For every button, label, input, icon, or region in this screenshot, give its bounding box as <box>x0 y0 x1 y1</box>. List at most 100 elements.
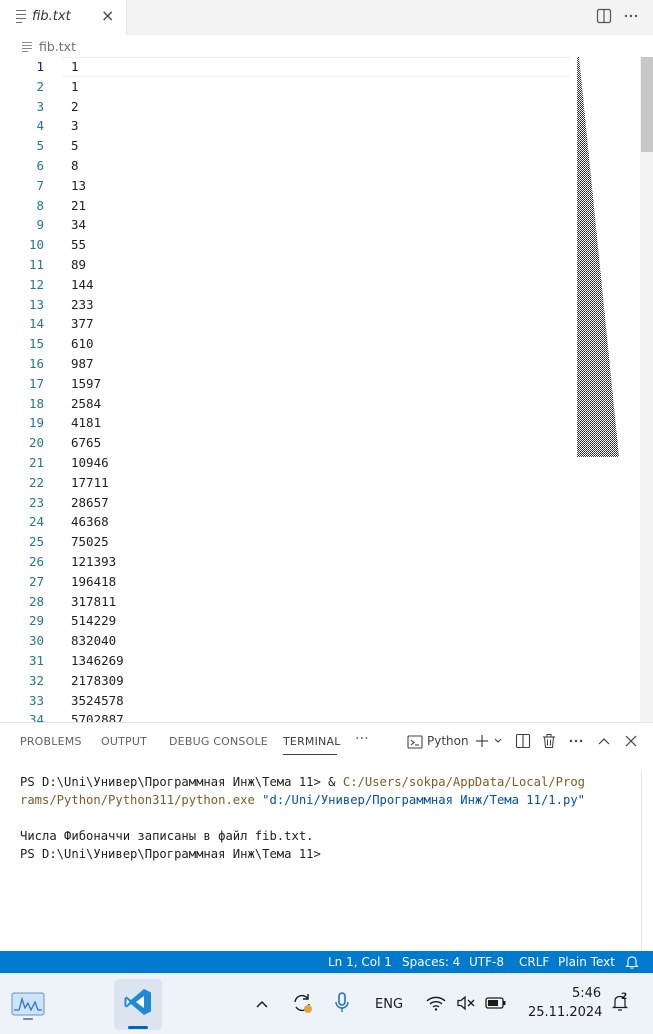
line-text[interactable]: 89 <box>71 257 87 272</box>
battery-icon[interactable] <box>485 996 507 1010</box>
sync-icon[interactable] <box>290 991 314 1015</box>
split-editor-icon[interactable] <box>596 8 612 24</box>
editor-line[interactable]: 18 2584 <box>0 394 570 414</box>
line-text[interactable]: 317811 <box>71 593 117 609</box>
line-text[interactable]: 144 <box>71 276 94 292</box>
line-text[interactable]: 46368 <box>71 514 109 530</box>
line-text[interactable]: 1346269 <box>71 653 124 668</box>
line-text[interactable]: 34 <box>71 217 87 233</box>
terminal-output[interactable]: PS D:\Uni\Универ\Программная Инж\Тема 11… <box>20 773 645 863</box>
line-text[interactable]: 21 <box>71 197 87 213</box>
editor-area[interactable]: 1 1 2 1 3 2 4 3 5 5 6 8 7 13 8 21 9 34 10 55 11 89 12 144 13 233 1… <box>0 57 640 722</box>
editor-line[interactable]: 12 144 <box>0 275 570 295</box>
editor-line[interactable]: 33 3524578 <box>0 691 570 711</box>
tab-output[interactable]: OUTPUT <box>101 735 148 748</box>
editor-line[interactable]: 19 4181 <box>0 413 570 433</box>
editor-line[interactable]: 32 2178309 <box>0 671 570 691</box>
encoding[interactable]: UTF-8 <box>469 955 504 969</box>
trash-icon[interactable] <box>541 733 557 749</box>
breadcrumb-filename[interactable]: fib.txt <box>39 39 76 54</box>
editor-line[interactable]: 14 377 <box>0 314 570 334</box>
language-mode[interactable]: Plain Text <box>558 955 615 969</box>
editor-line[interactable]: 7 13 <box>0 176 570 196</box>
chevron-up-icon[interactable] <box>254 996 270 1012</box>
line-text[interactable]: 3524578 <box>71 692 124 708</box>
terminal-scrollbar[interactable] <box>641 771 653 951</box>
line-text[interactable]: 5 <box>71 138 79 154</box>
editor-scrollbar[interactable] <box>640 57 653 722</box>
line-text[interactable]: 987 <box>71 356 94 371</box>
line-text[interactable]: 121393 <box>71 554 117 569</box>
line-text[interactable]: 28657 <box>71 494 109 510</box>
line-text[interactable]: 17711 <box>71 474 109 490</box>
more-actions-icon[interactable] <box>623 8 639 24</box>
editor-line[interactable]: 27 196418 <box>0 572 570 592</box>
line-text[interactable]: 377 <box>71 316 94 332</box>
microphone-icon[interactable] <box>333 992 351 1014</box>
line-text[interactable]: 3 <box>71 118 79 134</box>
line-text[interactable]: 6765 <box>71 435 102 451</box>
notifications-button[interactable]: 2 <box>612 992 630 1014</box>
editor-line[interactable]: 26 121393 <box>0 552 570 572</box>
editor-line[interactable]: 8 21 <box>0 196 570 216</box>
indentation[interactable]: Spaces: 4 <box>402 955 461 969</box>
chevron-down-icon[interactable] <box>494 737 502 745</box>
add-terminal-icon[interactable] <box>474 733 490 749</box>
task-manager-icon[interactable] <box>11 990 45 1020</box>
editor-line[interactable]: 24 46368 <box>0 512 570 532</box>
line-text[interactable]: 8 <box>71 158 79 173</box>
editor-line[interactable]: 34 5702887 <box>0 710 570 722</box>
clock-date[interactable]: 25.11.2024 <box>528 1005 603 1020</box>
editor-line[interactable]: 25 75025 <box>0 532 570 552</box>
line-text[interactable]: 55 <box>71 237 87 253</box>
editor-line[interactable]: 11 89 <box>0 255 570 275</box>
line-text[interactable]: 10946 <box>71 455 109 470</box>
editor-line[interactable]: 13 233 <box>0 295 570 315</box>
tab-terminal[interactable]: TERMINAL <box>283 735 341 748</box>
close-tab-icon[interactable]: × <box>101 6 115 25</box>
editor-line[interactable]: 23 28657 <box>0 493 570 513</box>
tab-problems[interactable]: PROBLEMS <box>20 735 82 748</box>
volume-muted-icon[interactable] <box>456 995 476 1011</box>
line-text[interactable]: 2 <box>71 98 79 114</box>
bell-icon[interactable] <box>625 955 639 969</box>
tab-fib-txt[interactable]: fib.txt × <box>0 0 127 35</box>
line-text[interactable]: 1 <box>71 78 79 94</box>
line-text[interactable]: 13 <box>71 177 87 193</box>
editor-line[interactable]: 31 1346269 <box>0 651 570 671</box>
editor-line[interactable]: 30 832040 <box>0 631 570 651</box>
line-text[interactable]: 610 <box>71 336 94 352</box>
line-text[interactable]: 196418 <box>71 573 117 589</box>
line-text[interactable]: 514229 <box>71 613 117 629</box>
line-text[interactable]: 1597 <box>71 375 102 391</box>
editor-line[interactable]: 15 610 <box>0 334 570 354</box>
close-panel-icon[interactable] <box>623 733 639 749</box>
cursor-position[interactable]: Ln 1, Col 1 <box>328 955 392 969</box>
editor-line[interactable]: 21 10946 <box>0 453 570 473</box>
tab-debug-console[interactable]: DEBUG CONSOLE <box>169 735 268 748</box>
line-text[interactable]: 5702887 <box>71 712 124 722</box>
vscode-taskbar-button[interactable] <box>114 979 162 1030</box>
wifi-icon[interactable] <box>426 995 446 1011</box>
editor-line[interactable]: 28 317811 <box>0 592 570 612</box>
split-terminal-icon[interactable] <box>515 733 531 749</box>
editor-scrollbar-thumb[interactable] <box>641 57 653 152</box>
line-text[interactable]: 4181 <box>71 415 102 431</box>
editor-line[interactable]: 20 6765 <box>0 433 570 453</box>
editor-line[interactable]: 17 1597 <box>0 374 570 394</box>
editor-line[interactable]: 10 55 <box>0 235 570 255</box>
line-text[interactable]: 2584 <box>71 395 102 411</box>
editor-line[interactable]: 29 514229 <box>0 611 570 631</box>
clock-time[interactable]: 5:46 <box>572 986 602 1001</box>
minimap[interactable] <box>576 57 620 457</box>
editor-line[interactable]: 9 34 <box>0 215 570 235</box>
maximize-panel-icon[interactable] <box>596 733 612 749</box>
line-text[interactable]: 832040 <box>71 633 117 649</box>
line-text[interactable]: 1 <box>71 59 79 74</box>
